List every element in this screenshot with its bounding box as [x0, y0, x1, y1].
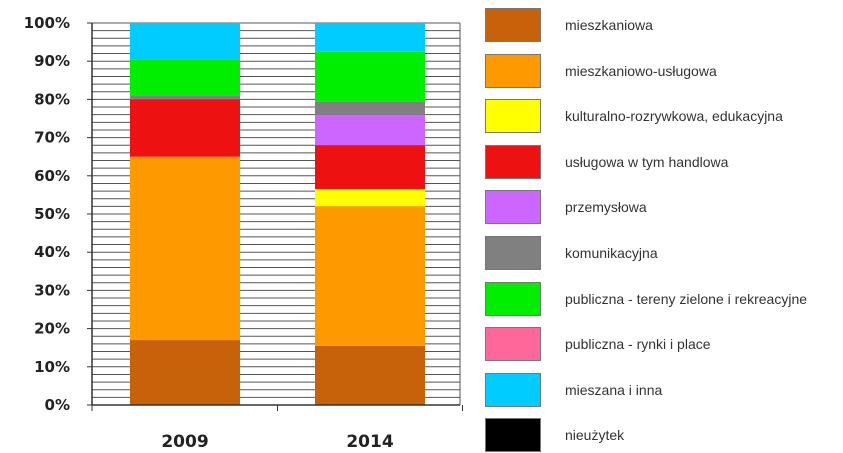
legend-label: publiczna - tereny zielone i rekreacyjne	[565, 290, 808, 307]
legend-item: publiczna - tereny zielone i rekreacyjne	[485, 281, 843, 316]
legend-swatch	[485, 372, 541, 407]
stacked-bar-chart: 0%10%20%30%40%50%60%70%80%90%100% 2009 20…	[24, 14, 463, 452]
y-tick-label: 70%	[34, 129, 70, 147]
legend-item: publiczna - rynki i place	[485, 327, 843, 362]
legend-swatch	[485, 236, 541, 270]
legend-swatch	[485, 144, 541, 179]
legend-item: mieszkaniowo-usługowa	[485, 53, 843, 88]
bar-segment	[130, 99, 240, 157]
y-tick-label: 20%	[34, 320, 70, 338]
y-tick-label: 50%	[34, 205, 70, 223]
legend-item: mieszkaniowa	[485, 8, 843, 42]
bar-segment	[130, 59, 240, 96]
bar-segment	[130, 95, 240, 100]
category-label: 2014	[346, 432, 393, 452]
bar-segment	[315, 114, 425, 146]
y-tick-labels: 0% 10% 20% 30% 40% 50% 60% 70% 80% 90% 100%	[24, 14, 70, 414]
legend-label: przemysłowa	[565, 199, 647, 216]
legend-label: nieużytek	[565, 427, 625, 444]
y-tick-label: 30%	[34, 281, 70, 299]
axes	[87, 22, 463, 411]
bar-segment	[315, 51, 425, 102]
bar-segment	[315, 206, 425, 346]
bar-segment	[315, 345, 425, 405]
y-tick-label: 40%	[34, 243, 70, 261]
legend-label: mieszana i inna	[565, 381, 663, 398]
legend-label: mieszkaniowo-usługowa	[565, 62, 717, 79]
legend-swatch	[485, 8, 541, 42]
legend-label: kulturalno-rozrywkowa, edukacyjna	[565, 108, 783, 125]
bar-segment	[315, 23, 425, 52]
legend-item: usługowa w tym handlowa	[485, 144, 843, 179]
bar-segment	[315, 101, 425, 115]
legend-label: publiczna - rynki i place	[565, 336, 711, 353]
y-tick-label: 60%	[34, 167, 70, 185]
legend-item: kulturalno-rozrywkowa, edukacyjna	[485, 99, 843, 134]
bar-segment	[130, 340, 240, 405]
legend-item: komunikacyjna	[485, 236, 843, 270]
legend-swatch	[485, 281, 541, 316]
legend-label: komunikacyjna	[565, 245, 658, 261]
legend-swatch	[485, 99, 541, 134]
legend-label: usługowa w tym handlowa	[565, 153, 729, 170]
y-tick-label: 80%	[34, 90, 70, 108]
y-tick-label: 90%	[34, 52, 70, 70]
y-tick-label: 10%	[34, 358, 70, 376]
legend-item: przemysłowa	[485, 190, 843, 225]
legend-swatch	[485, 418, 541, 453]
bar-segment	[130, 23, 240, 60]
bar-segment	[315, 145, 425, 190]
bar-segment	[315, 189, 425, 207]
bars	[130, 23, 425, 405]
legend-swatch	[485, 190, 541, 225]
bar-segment	[130, 156, 240, 341]
legend-item: mieszana i inna	[485, 372, 843, 407]
category-label: 2009	[161, 432, 208, 452]
y-tick-label: 0%	[45, 396, 70, 414]
legend-swatch	[485, 327, 541, 362]
legend-label: mieszkaniowa	[565, 17, 653, 33]
legend-item: nieużytek	[485, 418, 843, 453]
legend-swatch	[485, 53, 541, 88]
x-category-labels: 2009 2014	[161, 432, 393, 452]
y-tick-label: 100%	[24, 14, 70, 32]
